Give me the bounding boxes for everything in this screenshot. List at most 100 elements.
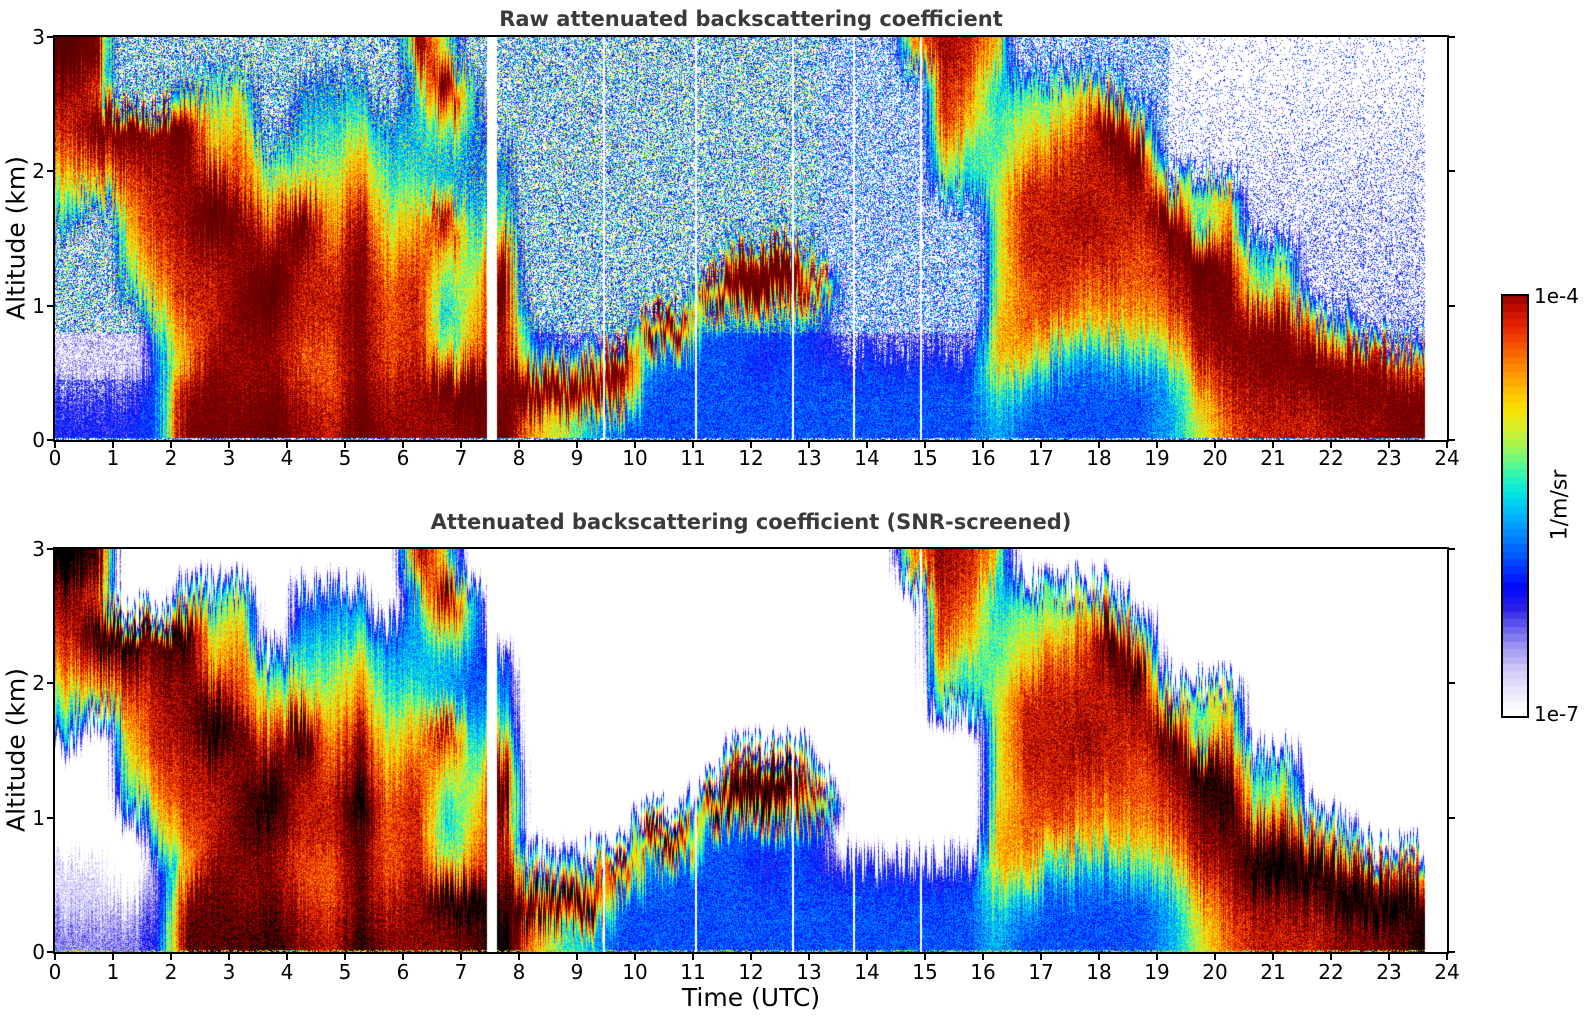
panel2-y-tick-label: 3 (32, 537, 45, 561)
panel2-x-tick-label: 4 (280, 960, 294, 984)
panel1-x-tick (1388, 442, 1390, 448)
panel1-x-tick-label: 24 (1434, 446, 1460, 470)
panel2-x-tick (634, 954, 636, 960)
panel1-x-tick (518, 442, 520, 448)
panel2-x-tick-label: 19 (1144, 960, 1170, 984)
panel1-x-tick (1330, 442, 1332, 448)
panel2-x-tick (518, 954, 520, 960)
panel2-x-tick-label: 20 (1202, 960, 1228, 984)
panel1-x-tick-label: 2 (164, 446, 178, 470)
panel1-x-tick (808, 442, 810, 448)
panel1-x-tick-label: 12 (738, 446, 764, 470)
panel2-y-tick-label: 2 (32, 671, 45, 696)
panel1-x-tick-label: 11 (680, 446, 706, 470)
panel1-y-tick-label: 1 (32, 293, 45, 318)
panel2-x-tick (750, 954, 752, 960)
panel2-x-tick-label: 15 (912, 960, 938, 984)
panel1-x-tick-label: 9 (570, 446, 584, 470)
panel2-x-tick-label: 21 (1260, 960, 1286, 984)
panel2-x-tick (808, 954, 810, 960)
panel2-x-tick (286, 954, 288, 960)
panel1-x-tick-label: 19 (1144, 446, 1170, 470)
panel1-x-tick (54, 442, 56, 448)
panel1-x-tick (982, 442, 984, 448)
panel1-x-tick (1098, 442, 1100, 448)
panel2-x-tick (1214, 954, 1216, 960)
panel1-x-tick (1156, 442, 1158, 448)
panel2-x-tick-label: 8 (512, 960, 526, 984)
panel1-heatmap-canvas (55, 37, 1447, 440)
panel2-x-tick (866, 954, 868, 960)
panel1-y-tick-right (1449, 304, 1455, 307)
panel1-y-tick-right (1449, 36, 1455, 38)
panel2-y-tick (47, 816, 53, 819)
panel1-x-tick-label: 8 (512, 446, 526, 470)
panel2-x-tick-label: 11 (680, 960, 706, 984)
panel1-x-tick-label: 6 (396, 446, 410, 470)
panel1-x-tick-label: 15 (912, 446, 938, 470)
panel1-x-tick-label: 18 (1086, 446, 1112, 470)
panel2-x-tick-label: 14 (854, 960, 880, 984)
panel1-x-tick (750, 442, 752, 448)
panel1-plot-area (53, 35, 1449, 442)
panel2-x-tick (228, 954, 230, 960)
panel2-x-tick-label: 2 (164, 960, 178, 984)
panel1-x-tick-label: 1 (106, 446, 120, 470)
panel1-x-tick (634, 442, 636, 448)
panel2-x-tick (576, 954, 578, 960)
panel2-plot-area (53, 547, 1449, 954)
panel2-y-tick (47, 682, 53, 685)
panel1-y-tick-label: 3 (32, 25, 45, 49)
panel1-y-tick (47, 304, 53, 307)
panel1-x-tick (402, 442, 404, 448)
panel1-y-tick (47, 36, 53, 38)
panel2-y-tick-right (1449, 951, 1455, 953)
panel2-y-tick-right (1449, 548, 1455, 550)
panel2-x-tick (1040, 954, 1042, 960)
panel1-y-tick (47, 439, 53, 441)
panel1-x-tick-label: 13 (796, 446, 822, 470)
panel2-x-tick (460, 954, 462, 960)
panel2-heatmap-canvas (55, 549, 1447, 952)
panel2-x-tick-label: 5 (338, 960, 352, 984)
panel1-x-tick (170, 442, 172, 448)
panel2-x-tick-label: 13 (796, 960, 822, 984)
panel1-x-tick-label: 21 (1260, 446, 1286, 470)
panel2-x-tick (692, 954, 694, 960)
panel1-x-tick (286, 442, 288, 448)
panel2-x-tick-label: 22 (1318, 960, 1344, 984)
panel1-x-tick (1446, 442, 1448, 448)
panel1-x-tick-label: 7 (454, 446, 468, 470)
panel1-title: Raw attenuated backscattering coefficien… (499, 7, 1003, 31)
panel1-x-tick-label: 14 (854, 446, 880, 470)
panel1-x-tick-label: 10 (622, 446, 648, 470)
panel2-x-tick (1446, 954, 1448, 960)
panel1-x-tick (1214, 442, 1216, 448)
panel1-y-tick-label: 0 (32, 428, 45, 452)
panel1-x-tick-label: 20 (1202, 446, 1228, 470)
panel1-y-tick (47, 170, 53, 173)
panel2-y-tick-label: 0 (32, 940, 45, 964)
panel1-x-tick (228, 442, 230, 448)
colorbar-max-label: 1e-4 (1534, 284, 1579, 308)
panel1-x-tick (1040, 442, 1042, 448)
panel2-x-tick (1156, 954, 1158, 960)
panel2-y-tick-right (1449, 682, 1455, 685)
panel2-x-tick (1330, 954, 1332, 960)
panel1-x-tick (924, 442, 926, 448)
panel2-x-tick (170, 954, 172, 960)
x-axis-label: Time (UTC) (681, 983, 821, 1012)
panel2-x-tick-label: 10 (622, 960, 648, 984)
panel2-x-tick-label: 12 (738, 960, 764, 984)
panel1-x-tick (460, 442, 462, 448)
panel2-x-tick-label: 0 (48, 960, 62, 984)
panel2-x-tick-label: 6 (396, 960, 410, 984)
panel1-y-tick-right (1449, 439, 1455, 441)
panel2-y-tick (47, 951, 53, 953)
panel2-x-tick-label: 9 (570, 960, 584, 984)
panel1-x-tick-label: 23 (1376, 446, 1402, 470)
panel1-x-tick-label: 17 (1028, 446, 1054, 470)
panel1-x-tick (1272, 442, 1274, 448)
panel1-y-tick-right (1449, 170, 1455, 173)
